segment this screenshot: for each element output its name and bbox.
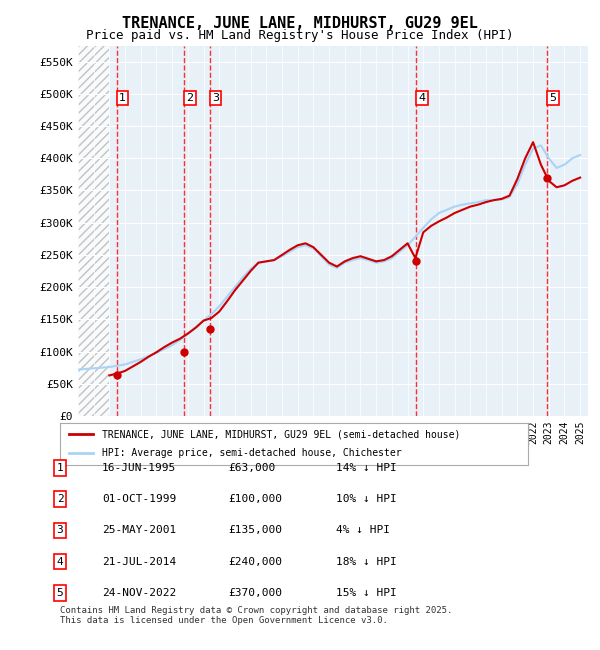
Text: 2: 2 bbox=[56, 494, 64, 504]
Text: £135,000: £135,000 bbox=[228, 525, 282, 536]
Text: TRENANCE, JUNE LANE, MIDHURST, GU29 9EL: TRENANCE, JUNE LANE, MIDHURST, GU29 9EL bbox=[122, 16, 478, 31]
Text: 5: 5 bbox=[56, 588, 64, 598]
Text: 3: 3 bbox=[56, 525, 64, 536]
Text: 21-JUL-2014: 21-JUL-2014 bbox=[102, 556, 176, 567]
Text: 4: 4 bbox=[56, 556, 64, 567]
Text: 5: 5 bbox=[550, 93, 557, 103]
Text: £63,000: £63,000 bbox=[228, 463, 275, 473]
Text: 4: 4 bbox=[419, 93, 425, 103]
Text: 10% ↓ HPI: 10% ↓ HPI bbox=[336, 494, 397, 504]
Text: 16-JUN-1995: 16-JUN-1995 bbox=[102, 463, 176, 473]
Text: Price paid vs. HM Land Registry's House Price Index (HPI): Price paid vs. HM Land Registry's House … bbox=[86, 29, 514, 42]
Text: £100,000: £100,000 bbox=[228, 494, 282, 504]
Text: 14% ↓ HPI: 14% ↓ HPI bbox=[336, 463, 397, 473]
Text: 01-OCT-1999: 01-OCT-1999 bbox=[102, 494, 176, 504]
Text: Contains HM Land Registry data © Crown copyright and database right 2025.
This d: Contains HM Land Registry data © Crown c… bbox=[60, 606, 452, 625]
Text: 3: 3 bbox=[212, 93, 219, 103]
Text: 1: 1 bbox=[119, 93, 126, 103]
Text: 24-NOV-2022: 24-NOV-2022 bbox=[102, 588, 176, 598]
Text: £370,000: £370,000 bbox=[228, 588, 282, 598]
Text: £240,000: £240,000 bbox=[228, 556, 282, 567]
Text: 15% ↓ HPI: 15% ↓ HPI bbox=[336, 588, 397, 598]
Text: 18% ↓ HPI: 18% ↓ HPI bbox=[336, 556, 397, 567]
Text: 25-MAY-2001: 25-MAY-2001 bbox=[102, 525, 176, 536]
Text: 1: 1 bbox=[56, 463, 64, 473]
Text: 2: 2 bbox=[186, 93, 193, 103]
Text: HPI: Average price, semi-detached house, Chichester: HPI: Average price, semi-detached house,… bbox=[102, 448, 402, 458]
Text: TRENANCE, JUNE LANE, MIDHURST, GU29 9EL (semi-detached house): TRENANCE, JUNE LANE, MIDHURST, GU29 9EL … bbox=[102, 430, 460, 439]
Text: 4% ↓ HPI: 4% ↓ HPI bbox=[336, 525, 390, 536]
